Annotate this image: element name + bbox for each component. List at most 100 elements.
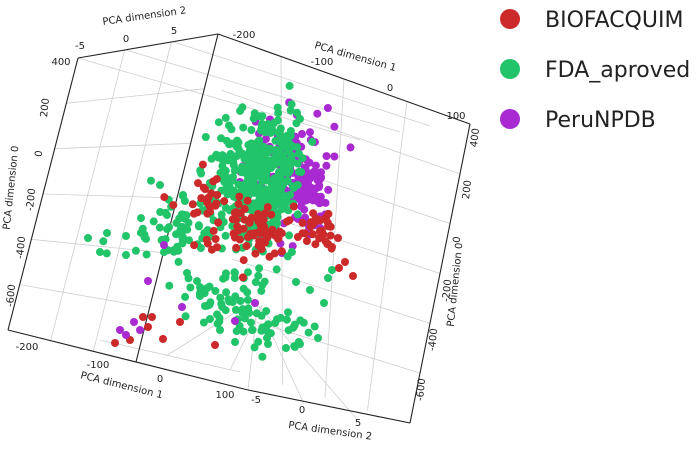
point-biofacquim xyxy=(235,192,244,201)
point-perunpdb xyxy=(311,184,320,193)
point-fda-aproved xyxy=(156,208,165,216)
pca2-top-ticks: -5 0 5 xyxy=(75,26,177,52)
grid-line xyxy=(99,339,241,373)
tick-label: -600 xyxy=(415,378,428,402)
tick-label: 5 xyxy=(355,418,361,429)
tick-label: 200 xyxy=(461,180,474,200)
point-biofacquim xyxy=(268,225,277,234)
point-fda-aproved xyxy=(222,288,231,297)
grid-line xyxy=(77,57,361,141)
point-biofacquim xyxy=(211,341,219,349)
point-perunpdb xyxy=(305,183,314,192)
point-fda-aproved xyxy=(163,211,171,219)
legend-label: BIOFACQUIM xyxy=(545,8,683,33)
point-fda-aproved xyxy=(199,318,208,327)
point-biofacquim xyxy=(289,202,298,211)
point-fda-aproved xyxy=(275,146,284,155)
point-fda-aproved xyxy=(214,118,223,127)
point-fda-aproved xyxy=(273,116,282,125)
point-biofacquim xyxy=(209,177,218,186)
point-perunpdb xyxy=(321,198,330,207)
point-fda-aproved xyxy=(227,176,236,184)
point-fda-aproved xyxy=(247,126,256,134)
point-fda-aproved xyxy=(194,222,203,231)
point-fda-aproved xyxy=(203,226,212,235)
axis-label-pca0-left: PCA dimension 0 xyxy=(2,145,22,230)
legend-marker-biofacquim xyxy=(500,9,520,29)
tick-label: -100 xyxy=(87,360,110,371)
point-biofacquim xyxy=(302,237,311,245)
point-fda-aproved xyxy=(225,121,233,130)
point-fda-aproved xyxy=(221,231,230,240)
tick-label: 400 xyxy=(469,128,482,148)
point-perunpdb xyxy=(300,205,309,214)
point-fda-aproved xyxy=(202,284,211,293)
point-fda-aproved xyxy=(211,287,220,295)
point-fda-aproved xyxy=(310,322,319,331)
point-fda-aproved xyxy=(241,189,250,198)
point-fda-aproved xyxy=(184,218,193,227)
pca0-right-ticks: 400 200 0 -200 -400 -600 xyxy=(415,128,482,402)
point-fda-aproved xyxy=(275,130,284,138)
point-biofacquim xyxy=(202,235,211,244)
point-fda-aproved xyxy=(264,340,272,348)
point-biofacquim xyxy=(111,339,119,347)
point-biofacquim xyxy=(263,203,272,212)
point-fda-aproved xyxy=(230,166,239,175)
point-fda-aproved xyxy=(256,168,265,177)
point-perunpdb xyxy=(346,143,355,152)
point-fda-aproved xyxy=(223,190,232,199)
point-biofacquim xyxy=(229,229,238,238)
point-biofacquim xyxy=(326,231,335,240)
point-perunpdb xyxy=(305,158,314,167)
point-perunpdb xyxy=(136,326,144,334)
point-fda-aproved xyxy=(285,81,294,90)
point-fda-aproved xyxy=(218,161,227,170)
point-fda-aproved xyxy=(178,222,186,231)
tick-label: 5 xyxy=(171,26,177,37)
point-fda-aproved xyxy=(273,315,281,324)
point-biofacquim xyxy=(193,208,202,217)
point-fda-aproved xyxy=(122,251,130,259)
point-perunpdb xyxy=(288,242,297,251)
point-fda-aproved xyxy=(304,328,313,337)
legend: BIOFACQUIM FDA_aproved PeruNPDB xyxy=(500,8,690,133)
point-perunpdb xyxy=(122,331,130,339)
frame-edge xyxy=(135,33,219,363)
point-fda-aproved xyxy=(99,237,108,246)
point-fda-aproved xyxy=(273,172,282,181)
point-fda-aproved xyxy=(258,112,267,121)
axis-label-pca2-top: PCA dimension 2 xyxy=(102,5,187,28)
point-biofacquim xyxy=(301,229,310,238)
point-biofacquim xyxy=(258,221,267,230)
point-fda-aproved xyxy=(235,322,244,330)
point-fda-aproved xyxy=(253,146,262,155)
point-perunpdb xyxy=(130,318,138,326)
point-biofacquim xyxy=(211,201,220,210)
axis-label-pca1-bottom: PCA dimension 1 xyxy=(79,370,164,401)
frame-edge xyxy=(77,33,219,59)
point-fda-aproved xyxy=(287,100,296,109)
point-perunpdb xyxy=(314,176,323,185)
point-fda-aproved xyxy=(229,158,238,167)
point-biofacquim xyxy=(243,196,252,205)
point-biofacquim xyxy=(349,272,357,280)
point-fda-aproved xyxy=(193,277,201,286)
point-fda-aproved xyxy=(238,309,247,317)
point-biofacquim xyxy=(203,198,212,207)
point-fda-aproved xyxy=(244,268,252,277)
point-biofacquim xyxy=(311,240,320,249)
point-fda-aproved xyxy=(122,232,130,240)
tick-label: 100 xyxy=(446,111,465,122)
point-biofacquim xyxy=(306,222,315,231)
tick-label: 100 xyxy=(215,390,234,401)
point-fda-aproved xyxy=(231,292,240,301)
legend-marker-fda-aproved xyxy=(500,59,520,79)
point-biofacquim xyxy=(169,201,178,210)
point-fda-aproved xyxy=(251,278,260,287)
point-fda-aproved xyxy=(257,311,266,320)
point-fda-aproved xyxy=(84,234,92,242)
point-biofacquim xyxy=(251,249,260,258)
tick-label: -100 xyxy=(311,57,334,68)
tick-label: 200 xyxy=(39,98,52,118)
